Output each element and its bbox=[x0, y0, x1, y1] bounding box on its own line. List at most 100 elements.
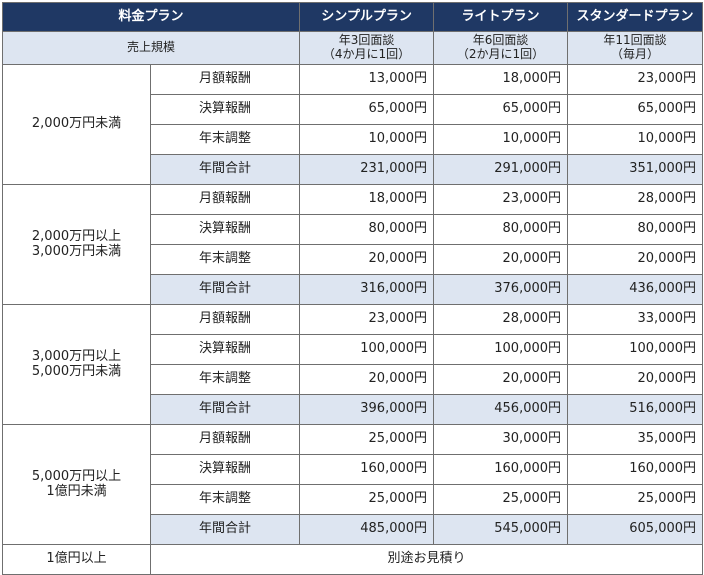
fee-value-cell: 485,000円 bbox=[299, 514, 435, 545]
fee-value-cell: 456,000円 bbox=[433, 394, 569, 425]
frequency-line1: 年6回面談 bbox=[472, 33, 529, 48]
sales-range-line: 5,000万円以上 bbox=[31, 468, 122, 484]
table-row-special: 1億円以上 別途お見積り bbox=[2, 544, 704, 575]
fee-value-cell: 291,000円 bbox=[433, 154, 569, 185]
fee-value-cell: 20,000円 bbox=[299, 364, 435, 395]
fee-item-label: 決算報酬 bbox=[149, 454, 301, 485]
fee-value-cell: 80,000円 bbox=[433, 214, 569, 245]
sales-range-line: 5,000万円未満 bbox=[31, 363, 122, 379]
fee-value-cell: 545,000円 bbox=[433, 514, 569, 545]
fee-value-cell: 25,000円 bbox=[567, 484, 704, 515]
fee-item-label: 年間合計 bbox=[149, 274, 301, 305]
fee-value-cell: 436,000円 bbox=[567, 274, 704, 305]
sales-range-line: 2,000万円以上 bbox=[31, 228, 122, 244]
fee-item-label: 年間合計 bbox=[149, 154, 301, 185]
table-row: 3,000万円以上 5,000万円未満 月額報酬 23,000円 28,000円 33,0… bbox=[2, 304, 704, 425]
table-row: 決算報酬 160,000円 160,000円 160,000円 bbox=[3, 454, 704, 485]
header-simple-plan: シンプルプラン bbox=[299, 2, 435, 32]
table-row: 決算報酬 65,000円 65,000円 65,000円 bbox=[3, 94, 704, 125]
fee-value-cell: 28,000円 bbox=[433, 304, 569, 335]
sales-range-cell: 5,000万円以上 1億円未満 bbox=[2, 424, 151, 545]
fee-value-cell: 10,000円 bbox=[433, 124, 569, 155]
table-row: 5,000万円以上 1億円未満 月額報酬 25,000円 30,000円 35,000円 bbox=[2, 424, 704, 545]
fee-item-label: 月額報酬 bbox=[149, 304, 301, 335]
sales-range-cell: 3,000万円以上 5,000万円未満 bbox=[2, 304, 151, 425]
fee-value-cell: 160,000円 bbox=[433, 454, 569, 485]
frequency-line2: （2か月に1回） bbox=[456, 47, 545, 61]
frequency-line1: 年3回面談 bbox=[338, 33, 395, 48]
frequency-line2: （4か月に1回） bbox=[322, 47, 411, 61]
header-row: 料金プラン シンプルプラン ライトプラン スタンダードプラン bbox=[1, 2, 704, 32]
header-light-plan: ライトプラン bbox=[433, 2, 569, 32]
fee-value-cell: 100,000円 bbox=[567, 334, 704, 365]
range-cell-over-100m: 1億円以上 bbox=[2, 544, 151, 575]
fee-item-label: 年末調整 bbox=[149, 124, 301, 155]
fee-value-cell: 20,000円 bbox=[567, 244, 704, 275]
fee-item-label: 年間合計 bbox=[149, 394, 301, 425]
fee-value-cell: 316,000円 bbox=[299, 274, 435, 305]
fee-value-cell: 20,000円 bbox=[299, 244, 435, 275]
fee-value-cell: 18,000円 bbox=[433, 64, 569, 95]
table-row: 2,000万円以上 3,000万円未満 月額報酬 18,000円 23,000円 28,0… bbox=[2, 184, 704, 305]
table-row: 決算報酬 80,000円 80,000円 80,000円 bbox=[3, 214, 704, 245]
fee-value-cell: 23,000円 bbox=[299, 304, 435, 335]
header-standard-plan: スタンダードプラン bbox=[567, 2, 704, 32]
fee-value-cell: 100,000円 bbox=[433, 334, 569, 365]
table-row: 2,000万円未満 月額報酬 13,000円 18,000円 23,000円 bbox=[2, 64, 704, 185]
fee-value-cell: 516,000円 bbox=[567, 394, 704, 425]
table-row: 年間合計 396,000円 456,000円 516,000円 bbox=[3, 394, 704, 425]
fee-value-cell: 80,000円 bbox=[299, 214, 435, 245]
fee-value-cell: 25,000円 bbox=[299, 484, 435, 515]
fee-value-cell: 30,000円 bbox=[433, 424, 569, 455]
fee-value-cell: 23,000円 bbox=[433, 184, 569, 215]
table-row: 年末調整 25,000円 25,000円 25,000円 bbox=[3, 484, 704, 515]
subheader-row: 売上規模 年3回面談 （4か月に1回） 年6回面談 （2か月に1回） 年11回面… bbox=[1, 31, 704, 65]
fee-item-label: 決算報酬 bbox=[149, 334, 301, 365]
pricing-table-body: 2,000万円未満 月額報酬 13,000円 18,000円 23,000円 決算報酬 65… bbox=[2, 64, 704, 575]
fee-value-cell: 25,000円 bbox=[299, 424, 435, 455]
fee-value-cell: 396,000円 bbox=[299, 394, 435, 425]
table-row: 決算報酬 100,000円 100,000円 100,000円 bbox=[3, 334, 704, 365]
fee-item-label: 年末調整 bbox=[149, 244, 301, 275]
fee-value-cell: 231,000円 bbox=[299, 154, 435, 185]
fee-value-cell: 18,000円 bbox=[299, 184, 435, 215]
fee-value-cell: 33,000円 bbox=[567, 304, 704, 335]
table-row: 年間合計 485,000円 545,000円 605,000円 bbox=[3, 514, 704, 545]
fee-value-cell: 65,000円 bbox=[567, 94, 704, 125]
fee-item-label: 月額報酬 bbox=[149, 64, 301, 95]
fee-value-cell: 80,000円 bbox=[567, 214, 704, 245]
fee-value-cell: 35,000円 bbox=[567, 424, 704, 455]
table-row: 年間合計 316,000円 376,000円 436,000円 bbox=[3, 274, 704, 305]
light-plan-frequency: 年6回面談 （2か月に1回） bbox=[433, 31, 569, 65]
header-plan-label: 料金プラン bbox=[1, 2, 301, 32]
fee-item-label: 決算報酬 bbox=[149, 94, 301, 125]
fee-value-cell: 28,000円 bbox=[567, 184, 704, 215]
sales-range-cell: 2,000万円以上 3,000万円未満 bbox=[2, 184, 151, 305]
sales-range-line: 3,000万円以上 bbox=[31, 348, 122, 364]
fee-value-cell: 23,000円 bbox=[567, 64, 704, 95]
fee-item-label: 年末調整 bbox=[149, 364, 301, 395]
sales-range-line: 3,000万円未満 bbox=[31, 243, 122, 259]
simple-plan-frequency: 年3回面談 （4か月に1回） bbox=[299, 31, 435, 65]
sales-scale-label: 売上規模 bbox=[1, 31, 301, 65]
fee-item-label: 月額報酬 bbox=[149, 424, 301, 455]
fee-value-cell: 65,000円 bbox=[433, 94, 569, 125]
table-row: 年末調整 20,000円 20,000円 20,000円 bbox=[3, 244, 704, 275]
fee-item-label: 決算報酬 bbox=[149, 214, 301, 245]
sales-range-line: 2,000万円未満 bbox=[31, 116, 122, 132]
fee-value-cell: 351,000円 bbox=[567, 154, 704, 185]
fee-value-cell: 10,000円 bbox=[567, 124, 704, 155]
fee-value-cell: 65,000円 bbox=[299, 94, 435, 125]
fee-item-label: 年間合計 bbox=[149, 514, 301, 545]
separate-quote-cell: 別途お見積り bbox=[149, 544, 704, 575]
fee-value-cell: 20,000円 bbox=[433, 244, 569, 275]
frequency-line2: （毎月） bbox=[611, 47, 660, 61]
fee-value-cell: 20,000円 bbox=[567, 364, 704, 395]
fee-item-label: 月額報酬 bbox=[149, 184, 301, 215]
table-row: 年末調整 10,000円 10,000円 10,000円 bbox=[3, 124, 704, 155]
fee-value-cell: 100,000円 bbox=[299, 334, 435, 365]
fee-item-label: 年末調整 bbox=[149, 484, 301, 515]
standard-plan-frequency: 年11回面談 （毎月） bbox=[567, 31, 704, 65]
